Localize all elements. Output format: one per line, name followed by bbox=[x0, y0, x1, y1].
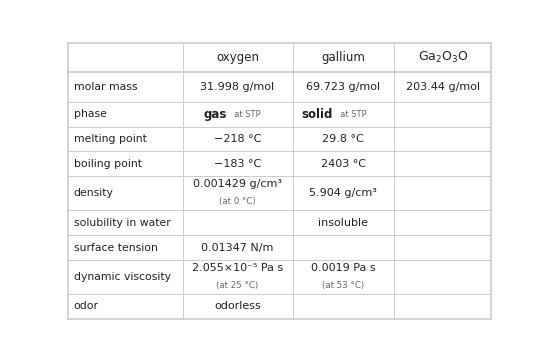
Text: boiling point: boiling point bbox=[74, 159, 142, 169]
Text: phase: phase bbox=[74, 109, 106, 119]
Text: dynamic viscosity: dynamic viscosity bbox=[74, 272, 171, 282]
Text: 2.055×10⁻⁵ Pa s: 2.055×10⁻⁵ Pa s bbox=[192, 263, 283, 273]
Text: melting point: melting point bbox=[74, 134, 147, 144]
Text: density: density bbox=[74, 188, 114, 198]
Text: at STP: at STP bbox=[335, 110, 366, 118]
Text: (at 0 °C): (at 0 °C) bbox=[219, 197, 256, 206]
Text: $\mathrm{Ga_2O_3O}$: $\mathrm{Ga_2O_3O}$ bbox=[418, 50, 468, 65]
Text: solid: solid bbox=[301, 107, 333, 121]
Text: (at 53 °C): (at 53 °C) bbox=[322, 281, 364, 290]
Text: 5.904 g/cm³: 5.904 g/cm³ bbox=[310, 188, 377, 198]
Text: odorless: odorless bbox=[214, 301, 261, 311]
Text: insoluble: insoluble bbox=[318, 218, 369, 228]
Text: 0.0019 Pa s: 0.0019 Pa s bbox=[311, 263, 376, 273]
Text: surface tension: surface tension bbox=[74, 242, 158, 252]
Text: molar mass: molar mass bbox=[74, 82, 137, 92]
Text: 31.998 g/mol: 31.998 g/mol bbox=[200, 82, 275, 92]
Text: 0.01347 N/m: 0.01347 N/m bbox=[201, 242, 274, 252]
Text: −183 °C: −183 °C bbox=[214, 159, 261, 169]
Text: 29.8 °C: 29.8 °C bbox=[323, 134, 364, 144]
Text: 2403 °C: 2403 °C bbox=[321, 159, 366, 169]
Text: odor: odor bbox=[74, 301, 99, 311]
Text: oxygen: oxygen bbox=[216, 51, 259, 64]
Text: 0.001429 g/cm³: 0.001429 g/cm³ bbox=[193, 179, 282, 189]
Text: −218 °C: −218 °C bbox=[214, 134, 261, 144]
Text: at STP: at STP bbox=[229, 110, 260, 118]
Text: solubility in water: solubility in water bbox=[74, 218, 170, 228]
Text: gas: gas bbox=[204, 107, 227, 121]
Text: 203.44 g/mol: 203.44 g/mol bbox=[406, 82, 480, 92]
Text: 69.723 g/mol: 69.723 g/mol bbox=[306, 82, 381, 92]
Text: gallium: gallium bbox=[322, 51, 365, 64]
Text: (at 25 °C): (at 25 °C) bbox=[216, 281, 259, 290]
